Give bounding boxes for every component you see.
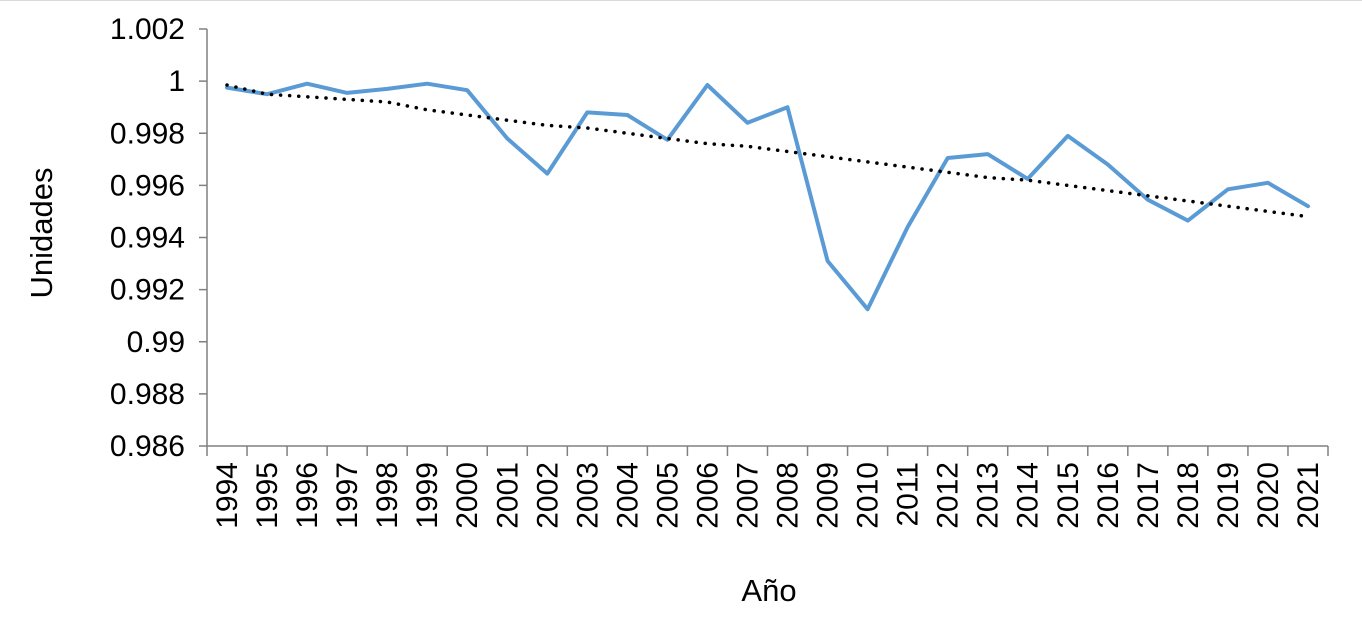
x-axis-title: Año (741, 573, 796, 608)
x-tick-label: 2000 (451, 462, 484, 529)
y-tick-label: 0.998 (110, 117, 185, 150)
x-tick-label: 2013 (972, 462, 1005, 529)
y-tick-label: 0.988 (110, 378, 185, 411)
x-tick-label: 2014 (1012, 462, 1045, 529)
x-tick-label: 2019 (1212, 462, 1245, 529)
x-tick-label: 1996 (291, 462, 324, 529)
x-tick-label: 2003 (571, 462, 604, 529)
trendline (225, 83, 1310, 219)
x-tick-label: 1999 (411, 462, 444, 529)
y-axis-title: Unidades (24, 168, 59, 299)
x-tick-label: 1998 (371, 462, 404, 529)
y-tick-label: 0.994 (110, 222, 185, 255)
x-tick-label: 2021 (1292, 462, 1325, 529)
y-axis: 0.986 0.988 0.99 0.992 0.994 0.996 0.998 1 1.002 (110, 13, 208, 463)
x-tick-label: 2011 (892, 462, 925, 527)
x-tick-label: 2015 (1052, 462, 1085, 529)
x-tick-label: 2020 (1252, 462, 1285, 529)
x-tick-label: 2006 (691, 462, 724, 529)
top-border (0, 0, 1362, 1)
series-layer (225, 81, 1310, 312)
x-tick-label: 2009 (812, 462, 845, 529)
x-tick-label: 2012 (932, 462, 965, 529)
x-tick-label: 2004 (611, 462, 644, 529)
y-tick-label: 0.996 (110, 169, 185, 202)
x-tick-label: 2017 (1132, 462, 1165, 529)
x-axis: 1994 1995 1996 1997 1998 1999 2000 2001 2002 2003… (206, 445, 1329, 529)
x-tick-label: 2005 (651, 462, 684, 529)
x-tick-label: 2008 (772, 462, 805, 529)
series-line (225, 81, 1310, 312)
x-tick-label: 2002 (531, 462, 564, 529)
x-tick-label: 2018 (1172, 462, 1205, 529)
x-tick-label: 2001 (491, 462, 524, 529)
y-tick-label: 1.002 (110, 13, 185, 46)
y-tick-label: 1 (168, 65, 185, 98)
x-tick-label: 2010 (852, 462, 885, 529)
x-tick-label: 1997 (331, 462, 364, 529)
x-tick-label: 1994 (211, 462, 244, 529)
x-tick-label: 1995 (251, 462, 284, 529)
x-tick-label: 2007 (731, 462, 764, 529)
y-tick-label: 0.986 (110, 430, 185, 463)
y-tick-label: 0.992 (110, 274, 185, 307)
y-tick-label: 0.99 (127, 326, 185, 359)
x-tick-label: 2016 (1092, 462, 1125, 529)
